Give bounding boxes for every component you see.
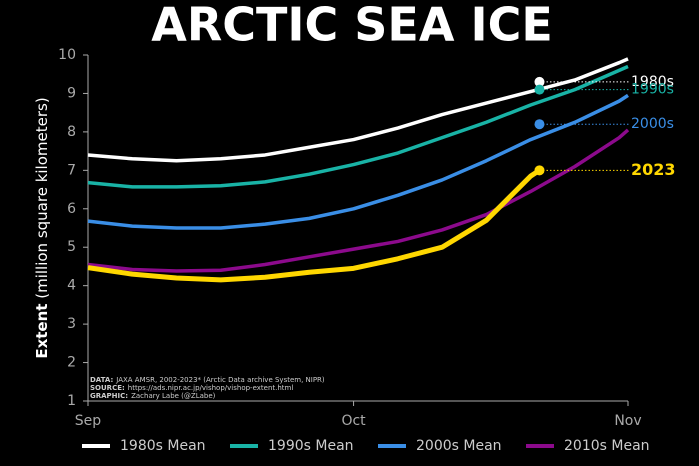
- y-label-rest: (million square kilometers): [33, 97, 51, 298]
- y-tick-label: 10: [58, 47, 76, 63]
- y-tick-label: 7: [67, 162, 76, 178]
- y-axis-label: Extent (million square kilometers): [33, 97, 51, 358]
- x-tick-label: Nov: [614, 413, 641, 429]
- series-line: [87, 64, 629, 189]
- credit-text: Zachary Labe (@ZLabe): [131, 392, 216, 400]
- credit: SOURCE: https://ads.nipr.ac.jp/vishop/vis…: [90, 384, 293, 392]
- marker-dot: [534, 84, 545, 95]
- legend-label: 1980s Mean: [120, 438, 206, 454]
- credit-label: SOURCE:: [90, 384, 125, 392]
- marker-dot: [534, 165, 545, 176]
- credit: DATA: JAXA AMSR, 2002-2023* (Arctic Data …: [90, 376, 325, 384]
- y-tick-label: 4: [67, 278, 76, 294]
- end-label: 1990s: [631, 82, 674, 98]
- y-tick-label: 8: [67, 124, 76, 140]
- credit: GRAPHIC: Zachary Labe (@ZLabe): [90, 392, 216, 400]
- y-tick-label: 3: [67, 316, 76, 332]
- credit-text: https://ads.nipr.ac.jp/vishop/vishop-ext…: [128, 384, 294, 392]
- y-tick-label: 9: [67, 85, 76, 101]
- end-label: 2023: [631, 160, 676, 179]
- y-tick-label: 1: [67, 393, 76, 409]
- y-tick-label: 2: [67, 355, 76, 371]
- y-tick-label: 6: [67, 201, 76, 217]
- legend-label: 2010s Mean: [564, 438, 650, 454]
- marker-dot: [534, 119, 545, 130]
- series-line: [87, 168, 541, 283]
- marker-dot: [534, 76, 545, 87]
- credit-label: GRAPHIC:: [90, 392, 128, 400]
- x-tick-label: Sep: [75, 413, 102, 429]
- x-tick-label: Oct: [341, 413, 366, 429]
- chart-title: ARCTIC SEA ICE: [151, 0, 553, 52]
- y-label-bold: Extent: [33, 304, 51, 359]
- end-label: 2000s: [631, 116, 674, 132]
- credit-label: DATA:: [90, 376, 113, 384]
- legend-label: 1990s Mean: [268, 438, 354, 454]
- y-tick-label: 5: [67, 239, 76, 255]
- legend-label: 2000s Mean: [416, 438, 502, 454]
- end-label: 1980s: [631, 74, 674, 90]
- credit-text: JAXA AMSR, 2002-2023* (Arctic Data archi…: [115, 376, 325, 384]
- series-line: [87, 93, 629, 230]
